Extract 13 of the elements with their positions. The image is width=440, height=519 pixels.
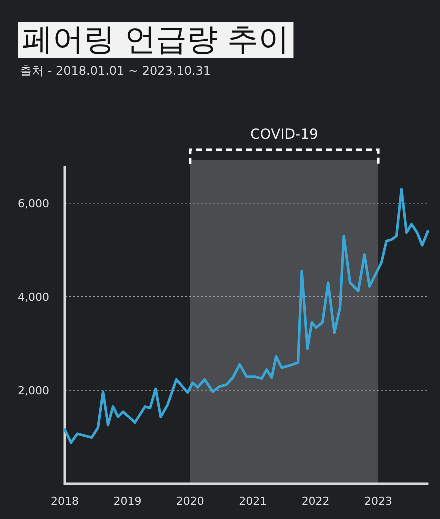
x-tick-label: 2019 xyxy=(114,495,142,508)
x-tick-label: 2018 xyxy=(51,495,79,508)
y-tick-label: 2,000 xyxy=(18,384,50,398)
x-tick-label: 2022 xyxy=(302,495,330,508)
y-tick-label: 6,000 xyxy=(18,197,50,210)
chart-title: 페어링 언급량 추이 xyxy=(22,22,290,58)
chart-subtitle: 출처 - 2018.01.01 ~ 2023.10.31 xyxy=(20,64,212,78)
line-series xyxy=(64,188,430,444)
y-tick-label: 4,000 xyxy=(18,290,50,304)
x-tick-label: 2020 xyxy=(176,495,204,508)
x-tick-label: 2021 xyxy=(239,495,268,508)
band-label: COVID-19 xyxy=(250,127,318,143)
x-tick-label: 2023 xyxy=(364,495,393,508)
